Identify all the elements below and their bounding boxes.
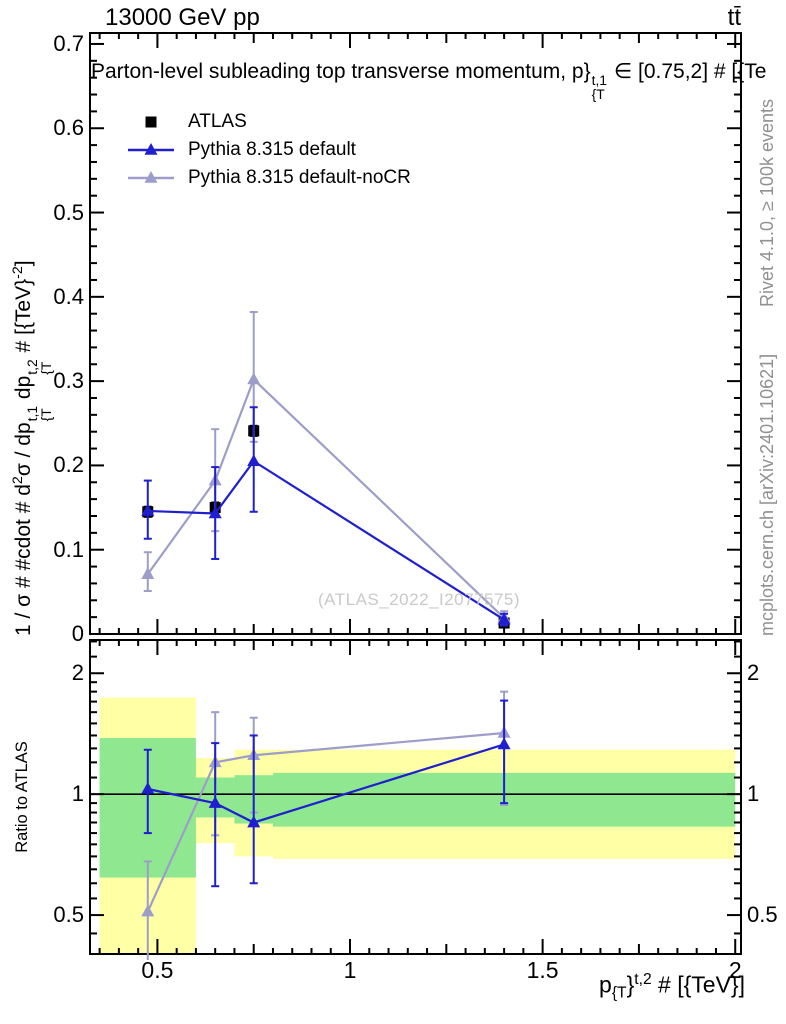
ratio-y-tick-label-right: 2 bbox=[747, 660, 760, 686]
main-frame bbox=[89, 32, 742, 635]
ratio-y-tick-label-left: 2 bbox=[71, 660, 84, 686]
main-y-tick-label: 0 bbox=[71, 621, 84, 646]
legend-item: Pythia 8.315 default-noCR bbox=[127, 164, 411, 192]
main-y-tick-label: 0.1 bbox=[53, 536, 84, 562]
ratio-y-tick-label-left: 0.5 bbox=[53, 902, 84, 928]
ratio-y-tick-label-left: 1 bbox=[71, 781, 84, 807]
main-y-tick-label: 0.7 bbox=[53, 30, 84, 56]
legend-label: Pythia 8.315 default-noCR bbox=[188, 167, 411, 188]
legend-item: ATLAS bbox=[127, 108, 411, 136]
series-pythia-8.315-default bbox=[141, 699, 511, 888]
plot-title: Parton-level subleading top transverse m… bbox=[91, 60, 767, 103]
main-y-tick-label: 0.3 bbox=[53, 368, 84, 394]
x-tick-label: 0.5 bbox=[141, 957, 174, 983]
square-marker-icon bbox=[127, 108, 177, 136]
legend-label: Pythia 8.315 default bbox=[188, 139, 356, 160]
main-y-tick-label: 0.2 bbox=[53, 452, 84, 478]
main-y-tick-label: 0.6 bbox=[53, 115, 84, 141]
process-heading: tt̄ bbox=[727, 4, 741, 31]
x-tick-label: 1 bbox=[343, 957, 357, 983]
analysis-watermark: (ATLAS_2022_I2077575) bbox=[318, 590, 521, 609]
legend-label: ATLAS bbox=[188, 111, 247, 132]
series-pythia-8.315-default bbox=[141, 406, 511, 627]
triangle-marker-icon bbox=[127, 136, 177, 164]
x-axis-label: p{T}t,2 # [{TeV}] bbox=[599, 971, 745, 1002]
ratio-y-tick-label-right: 0.5 bbox=[747, 902, 778, 928]
legend-item: Pythia 8.315 default bbox=[127, 136, 411, 164]
x-tick-label: 2 bbox=[728, 957, 742, 983]
ratio-y-tick-label-right: 1 bbox=[747, 781, 760, 807]
beam-energy-heading: 13000 GeV pp bbox=[105, 4, 260, 31]
main-y-tick-label: 0.4 bbox=[53, 283, 84, 309]
series-pythia-8.315-default-nocr bbox=[141, 311, 511, 626]
axis-ticks bbox=[90, 33, 741, 954]
ratio-frame bbox=[89, 639, 742, 955]
x-tick-label: 1.5 bbox=[526, 957, 559, 983]
legend: ATLAS Pythia 8.315 default Pythia 8.315 de… bbox=[127, 108, 411, 192]
main-y-tick-label: 0.5 bbox=[53, 199, 84, 225]
triangle-marker-icon bbox=[127, 164, 177, 192]
mcplots-reference-note: mcplots.cern.ch [arXiv:2401.10621] bbox=[757, 353, 777, 636]
